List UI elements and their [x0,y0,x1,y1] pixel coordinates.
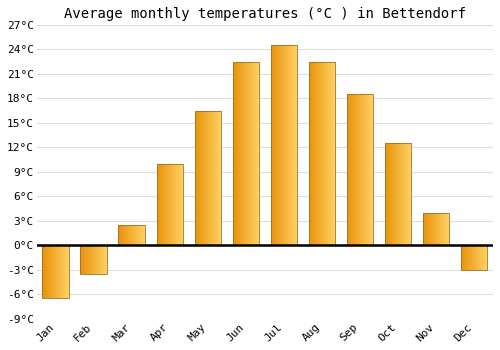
Bar [270,45,297,245]
Bar [80,245,107,274]
Bar [308,62,335,245]
Bar [118,225,145,245]
Bar [384,143,411,245]
Bar [42,245,69,299]
Bar [460,245,487,270]
Bar [156,164,183,245]
Bar [422,213,450,245]
Bar [232,62,259,245]
Title: Average monthly temperatures (°C ) in Bettendorf: Average monthly temperatures (°C ) in Be… [64,7,466,21]
Bar [346,94,374,245]
Bar [194,111,221,245]
